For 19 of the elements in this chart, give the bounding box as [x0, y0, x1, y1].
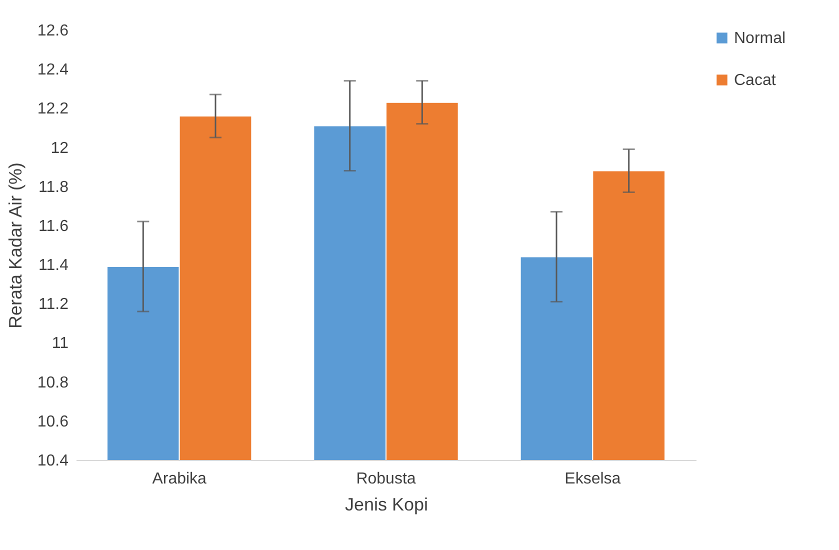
x-tick-label: Arabika [152, 470, 207, 488]
legend-label: Normal [734, 30, 786, 47]
y-tick-label: 10.6 [37, 413, 69, 430]
legend-label: Cacat [734, 72, 776, 89]
y-axis-title: Rerata Kadar Air (%) [5, 162, 26, 329]
y-tick-label: 11 [52, 335, 69, 352]
x-tick-label: Ekselsa [564, 470, 621, 488]
y-tick-label: 12.4 [37, 62, 69, 79]
x-tick-label: Robusta [356, 470, 416, 488]
y-tick-label: 12 [50, 140, 69, 157]
y-tick-label: 12.6 [37, 22, 69, 40]
y-tick-label: 10.4 [37, 452, 69, 470]
y-tick-label: 11.6 [38, 218, 69, 235]
y-tick-label: 11.2 [38, 296, 69, 314]
y-tick-label: 11.4 [38, 257, 69, 274]
y-tick-label: 10.8 [37, 374, 69, 392]
y-tick-label: 12.2 [37, 100, 69, 118]
x-axis-title: Jenis Kopi [344, 494, 428, 514]
y-tick-label: 11.8 [38, 178, 69, 196]
